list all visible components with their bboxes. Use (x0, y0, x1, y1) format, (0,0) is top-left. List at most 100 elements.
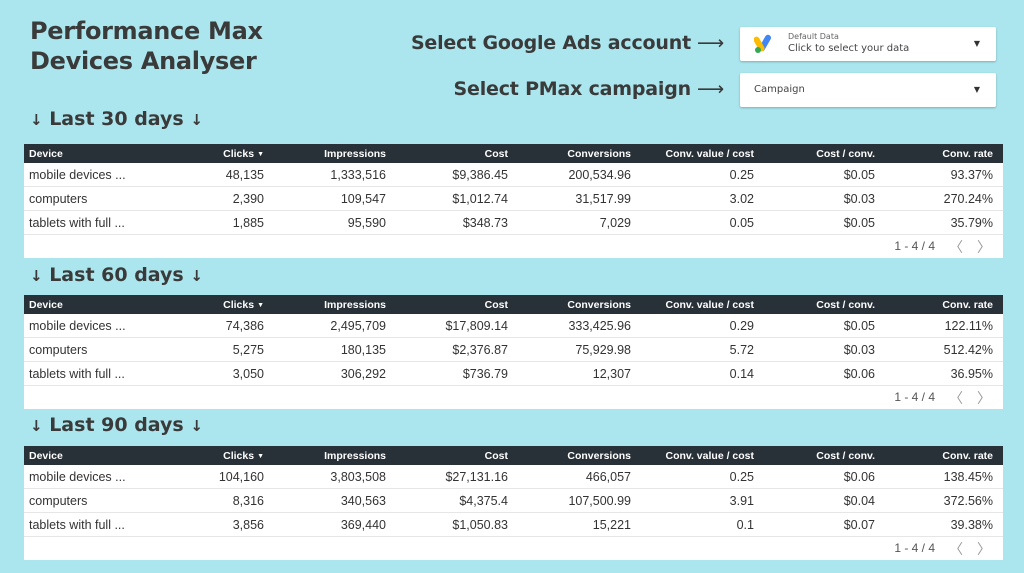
table-cell: $1,050.83 (452, 517, 508, 532)
column-header[interactable]: Impressions (264, 450, 386, 462)
table-cell: $9,386.45 (452, 167, 508, 182)
table-cell: 75,929.98 (575, 342, 631, 357)
down-arrow-icon: ↓ (190, 267, 203, 285)
account-selector-label: Select Google Ads account ⟶ (410, 32, 724, 54)
table-cell: 372.56% (943, 493, 993, 508)
column-header[interactable]: Clicks ▼ (169, 450, 264, 462)
sort-descending-icon: ▼ (257, 301, 264, 309)
table-cell: 466,057 (585, 469, 631, 484)
chevron-right-icon[interactable]: 〉 (977, 541, 991, 557)
column-header[interactable]: Device (24, 450, 169, 462)
chevron-right-icon[interactable]: 〉 (977, 239, 991, 255)
table-cell: computers (29, 342, 88, 357)
table-cell: $348.73 (462, 215, 508, 230)
table-row[interactable]: computers 8,316 340,563 $4,375.4 107,500.99 3… (24, 489, 1003, 513)
column-header-label: Impressions (324, 147, 386, 160)
down-arrow-icon: ↓ (190, 417, 203, 435)
table-cell: mobile devices ... (29, 469, 126, 484)
pagination: 1 - 4 / 4 〈〉 (24, 386, 1003, 409)
pagination: 1 - 4 / 4 〈〉 (24, 537, 1003, 560)
table-cell: 36.95% (950, 366, 993, 381)
column-header[interactable]: Impressions (264, 299, 386, 311)
table-cell: 8,316 (232, 493, 264, 508)
column-header-label: Conversions (567, 298, 631, 311)
table-cell: 3,803,508 (330, 469, 386, 484)
table-row[interactable]: mobile devices ... 48,135 1,333,516 $9,386.… (24, 163, 1003, 187)
column-header[interactable]: Conv. rate (875, 148, 998, 160)
column-header[interactable]: Cost (386, 299, 508, 311)
column-header[interactable]: Conv. rate (875, 450, 998, 462)
table-cell: 39.38% (950, 517, 993, 532)
column-header[interactable]: Cost / conv. (754, 299, 875, 311)
column-header[interactable]: Conv. rate (875, 299, 998, 311)
table-cell: 3.02 (729, 191, 754, 206)
table-last-90-days: Device Clicks ▼ Impressions Cost Conversions C… (24, 446, 1003, 560)
table-last-60-days: Device Clicks ▼ Impressions Cost Conversions C… (24, 295, 1003, 409)
table-cell: 333,425.96 (568, 318, 631, 333)
table-cell: 95,590 (347, 215, 386, 230)
chevron-left-icon[interactable]: 〈 (949, 541, 963, 557)
table-row[interactable]: tablets with full ... 1,885 95,590 $348.73 7… (24, 211, 1003, 235)
column-header[interactable]: Conversions (508, 450, 631, 462)
column-header-label: Conv. rate (942, 298, 993, 311)
table-cell: 180,135 (340, 342, 386, 357)
table-cell: 2,390 (232, 191, 264, 206)
column-header[interactable]: Device (24, 299, 169, 311)
table-row[interactable]: mobile devices ... 104,160 3,803,508 $27,13… (24, 465, 1003, 489)
column-header[interactable]: Cost (386, 450, 508, 462)
pmax-campaign-selector[interactable]: Campaign ▼ (740, 73, 996, 107)
table-cell: 1,885 (232, 215, 264, 230)
data-source-small-label: Default Data (788, 32, 839, 41)
table-cell: 0.14 (729, 366, 754, 381)
table-header: Device Clicks ▼ Impressions Cost Conversions C… (24, 144, 1003, 163)
chevron-right-icon[interactable]: 〉 (977, 390, 991, 406)
table-cell: $17,809.14 (445, 318, 508, 333)
table-cell: $1,012.74 (452, 191, 508, 206)
chevron-left-icon[interactable]: 〈 (949, 239, 963, 255)
down-arrow-icon: ↓ (30, 267, 43, 285)
table-cell: $0.05 (843, 318, 875, 333)
table-cell: 340,563 (340, 493, 386, 508)
table-cell: 122.11% (944, 318, 993, 333)
table-header: Device Clicks ▼ Impressions Cost Conversions C… (24, 295, 1003, 314)
column-header-label: Cost (484, 449, 508, 462)
chevron-left-icon[interactable]: 〈 (949, 390, 963, 406)
table-cell: $4,375.4 (459, 493, 508, 508)
column-header[interactable]: Conversions (508, 299, 631, 311)
page-title: Performance Max Devices Analyser (30, 16, 263, 76)
data-source-main-label: Click to select your data (788, 43, 910, 54)
table-cell: mobile devices ... (29, 318, 126, 333)
column-header[interactable]: Clicks ▼ (169, 148, 264, 160)
table-row[interactable]: mobile devices ... 74,386 2,495,709 $17,809… (24, 314, 1003, 338)
table-cell: $0.05 (843, 167, 875, 182)
table-cell: 270.24% (943, 191, 993, 206)
column-header[interactable]: Device (24, 148, 169, 160)
column-header-label: Conv. value / cost (665, 298, 755, 311)
sort-descending-icon: ▼ (257, 452, 264, 460)
column-header-label: Device (29, 147, 63, 160)
table-cell: computers (29, 191, 88, 206)
table-row[interactable]: tablets with full ... 3,050 306,292 $736.79… (24, 362, 1003, 386)
down-arrow-icon: ↓ (190, 111, 203, 129)
column-header[interactable]: Conv. value / cost (631, 148, 755, 160)
column-header[interactable]: Cost / conv. (754, 450, 875, 462)
table-row[interactable]: tablets with full ... 3,856 369,440 $1,050.… (24, 513, 1003, 537)
table-row[interactable]: computers 5,275 180,135 $2,376.87 75,929.98 5… (24, 338, 1003, 362)
column-header[interactable]: Cost (386, 148, 508, 160)
column-header[interactable]: Clicks ▼ (169, 299, 264, 311)
column-header[interactable]: Conv. value / cost (631, 450, 755, 462)
campaign-selector-label: Select PMax campaign ⟶ (453, 78, 725, 100)
table-row[interactable]: computers 2,390 109,547 $1,012.74 31,517.99 3… (24, 187, 1003, 211)
column-header-label: Clicks (223, 147, 255, 160)
column-header[interactable]: Conversions (508, 148, 631, 160)
column-header[interactable]: Conv. value / cost (631, 298, 755, 311)
column-header[interactable]: Cost / conv. (754, 148, 875, 160)
table-cell: 512.42% (943, 342, 993, 357)
google-ads-account-selector[interactable]: Default Data Click to select your data ▼ (740, 27, 996, 61)
pagination-label: 1 - 4 / 4 (894, 239, 935, 253)
column-header-label: Cost / conv. (816, 298, 875, 311)
column-header[interactable]: Impressions (264, 148, 386, 160)
column-header-label: Conversions (567, 449, 631, 462)
table-cell: 0.1 (736, 517, 754, 532)
column-header-label: Cost (484, 298, 508, 311)
